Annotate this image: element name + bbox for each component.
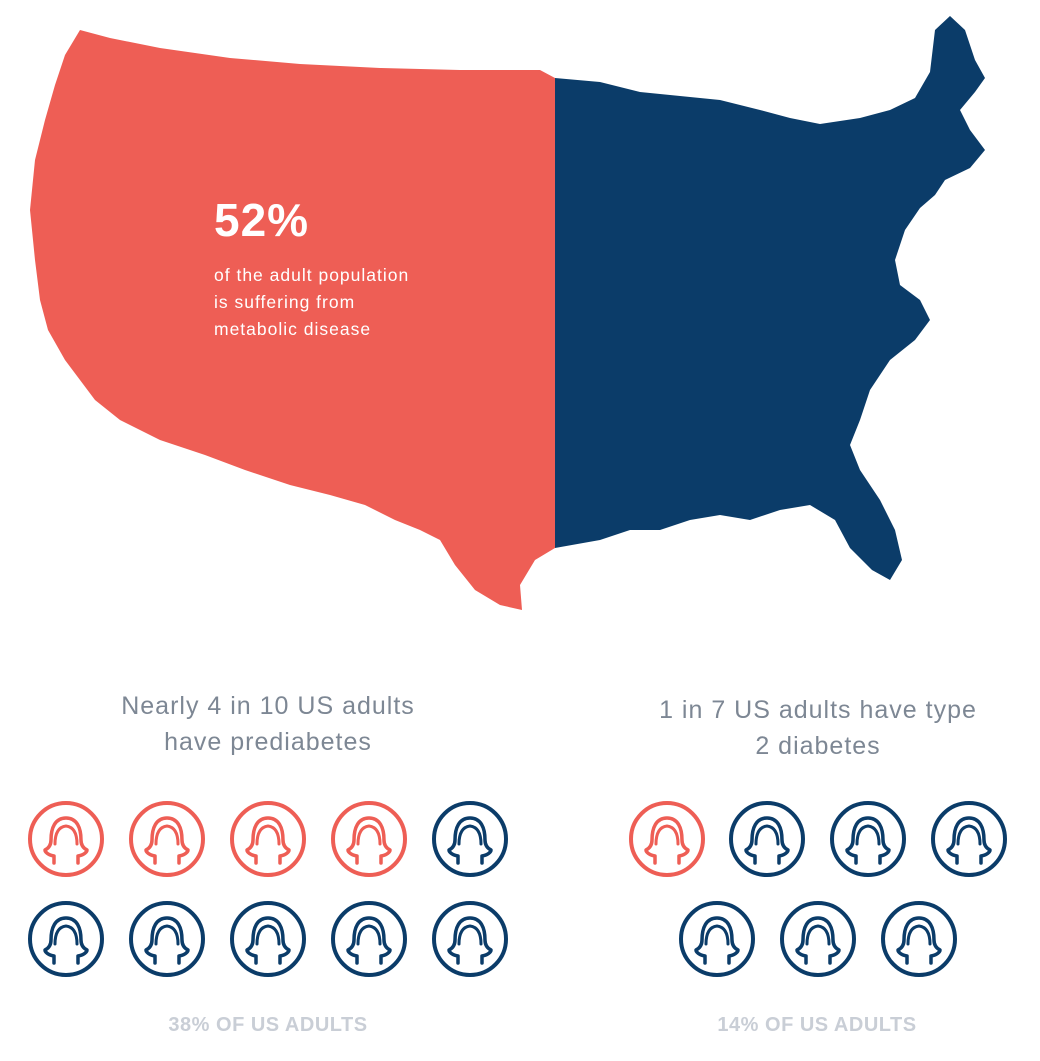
description-line: metabolic disease xyxy=(214,319,372,339)
diabetes-person-icon xyxy=(779,900,857,978)
heading-line: have prediabetes xyxy=(164,728,372,756)
metabolic-disease-percent: 52% xyxy=(214,194,310,246)
heading-line: 1 in 7 US adults have type xyxy=(659,696,977,724)
description-line: of the adult population xyxy=(214,265,410,285)
diabetes-person-icon xyxy=(728,800,806,878)
map-west-region xyxy=(30,30,555,610)
diabetes-person-icon xyxy=(930,800,1008,878)
heading-line: 2 diabetes xyxy=(755,732,881,760)
prediabetes-highlighted-person-icon xyxy=(330,800,408,878)
diabetes-panel: 1 in 7 US adults have type 2 diabetes xyxy=(558,688,1040,764)
heading-line: Nearly 4 in 10 US adults xyxy=(121,692,415,720)
prediabetes-person-icon xyxy=(229,900,307,978)
prediabetes-person-icon xyxy=(431,800,509,878)
prediabetes-person-icon xyxy=(27,900,105,978)
diabetes-person-icon xyxy=(678,900,756,978)
prediabetes-panel: Nearly 4 in 10 US adults have prediabete… xyxy=(8,688,528,760)
prediabetes-person-icon xyxy=(128,900,206,978)
diabetes-highlighted-person-icon xyxy=(628,800,706,878)
us-map-graphic: 52% of the adult population is suffering… xyxy=(30,16,985,610)
prediabetes-person-icon xyxy=(431,900,509,978)
diabetes-person-icon xyxy=(829,800,907,878)
diabetes-footer: 14% OF US ADULTS xyxy=(717,1014,917,1036)
diabetes-person-icon xyxy=(880,900,958,978)
map-stat: 52% of the adult population is suffering… xyxy=(214,192,464,343)
prediabetes-highlighted-person-icon xyxy=(128,800,206,878)
diabetes-heading: 1 in 7 US adults have type 2 diabetes xyxy=(638,692,998,764)
description-line: is suffering from xyxy=(214,292,356,312)
prediabetes-heading: Nearly 4 in 10 US adults have prediabete… xyxy=(108,688,428,760)
map-east-region xyxy=(555,16,985,580)
metabolic-disease-description: of the adult population is suffering fro… xyxy=(214,262,464,343)
us-map xyxy=(30,16,985,610)
prediabetes-person-icon xyxy=(330,900,408,978)
prediabetes-highlighted-person-icon xyxy=(27,800,105,878)
prediabetes-highlighted-person-icon xyxy=(229,800,307,878)
prediabetes-footer: 38% OF US ADULTS xyxy=(168,1014,368,1036)
